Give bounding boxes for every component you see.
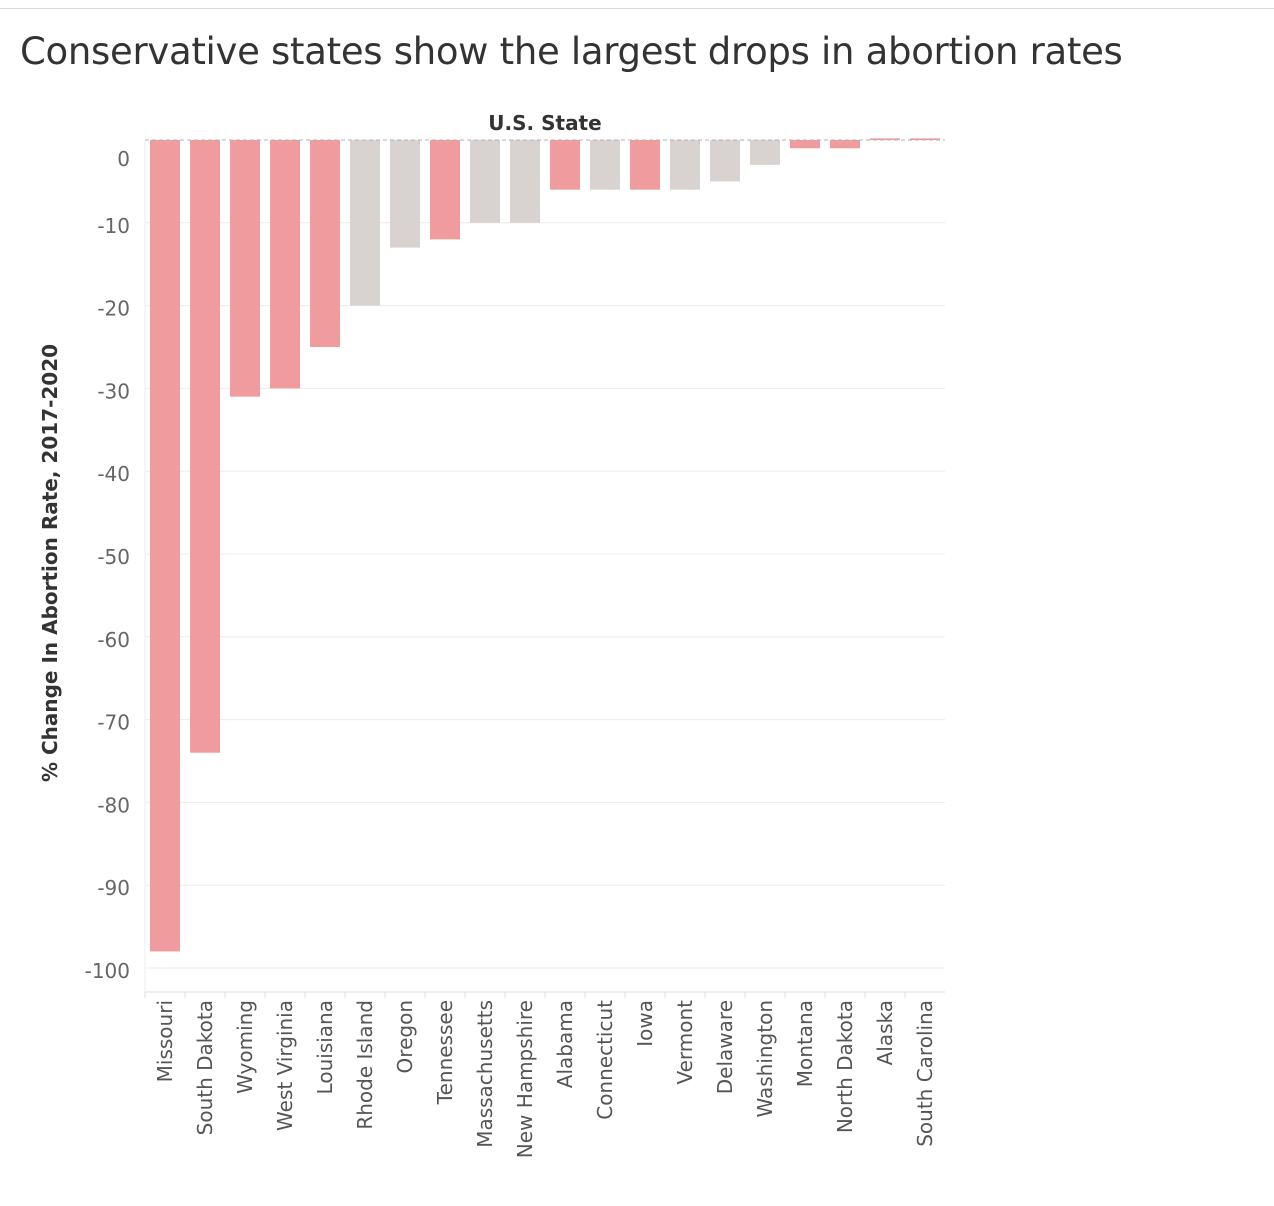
bar-delaware[interactable] — [710, 140, 740, 182]
bar-tennessee[interactable] — [430, 140, 460, 240]
x-category-label: Alaska — [873, 1000, 897, 1065]
top-divider — [0, 8, 1274, 9]
bar-montana[interactable] — [790, 140, 820, 149]
bar-north-dakota[interactable] — [830, 140, 860, 149]
x-category-label: Washington — [753, 1000, 777, 1118]
x-category-label: South Carolina — [913, 1000, 937, 1147]
chart-title: Conservative states show the largest dro… — [20, 30, 1123, 73]
x-category-label: Rhode Island — [353, 1000, 377, 1130]
bar-oregon[interactable] — [390, 140, 420, 248]
x-category-label: Connecticut — [593, 1000, 617, 1120]
bars — [145, 138, 945, 952]
y-tick-label: -90 — [97, 876, 130, 900]
y-tick-label: -50 — [97, 545, 130, 569]
y-tick-label: -100 — [85, 959, 130, 983]
x-category-label: Montana — [793, 1000, 817, 1087]
bar-south-carolina[interactable] — [910, 138, 940, 140]
bar-rhode-island[interactable] — [350, 140, 380, 306]
x-axis-title: U.S. State — [488, 111, 601, 135]
bar-vermont[interactable] — [670, 140, 700, 190]
x-category-label: Alabama — [553, 1000, 577, 1088]
y-tick-label: -70 — [97, 711, 130, 735]
y-tick-label: -60 — [97, 628, 130, 652]
bar-washington[interactable] — [750, 140, 780, 165]
y-tick-label: -80 — [97, 793, 130, 817]
bar-connecticut[interactable] — [590, 140, 620, 190]
x-axis-categories: Missouri South Dakota Wyoming West Virginia… — [144, 992, 937, 1158]
x-category-label: Iowa — [633, 1000, 657, 1047]
x-category-label: South Dakota — [193, 1000, 217, 1135]
bar-iowa[interactable] — [630, 140, 660, 190]
y-tick-label: -30 — [97, 379, 130, 403]
bar-massachusetts[interactable] — [470, 140, 500, 223]
y-axis-title: % Change In Abortion Rate, 2017-2020 — [38, 344, 62, 782]
x-category-label: Massachusetts — [473, 1000, 497, 1148]
bar-west-virginia[interactable] — [270, 140, 300, 389]
bar-wyoming[interactable] — [230, 140, 260, 397]
x-category-label: Tennessee — [433, 1000, 457, 1105]
y-tick-label: 0 — [117, 147, 130, 171]
y-tick-label: -20 — [97, 297, 130, 321]
bar-louisiana[interactable] — [310, 140, 340, 347]
y-tick-label: -40 — [97, 462, 130, 486]
bar-alaska[interactable] — [870, 138, 900, 140]
bar-new-hampshire[interactable] — [510, 140, 540, 223]
x-category-label: Vermont — [673, 1000, 697, 1085]
x-category-label: Missouri — [153, 1000, 177, 1082]
x-category-label: North Dakota — [833, 1000, 857, 1133]
bar-south-dakota[interactable] — [190, 140, 220, 753]
y-tick-label: -10 — [97, 214, 130, 238]
x-category-label: New Hampshire — [513, 1000, 537, 1158]
gridlines — [144, 140, 945, 993]
bar-missouri[interactable] — [150, 140, 180, 952]
x-category-label: Oregon — [393, 1000, 417, 1073]
x-category-label: West Virginia — [273, 1000, 297, 1131]
bar-alabama[interactable] — [550, 140, 580, 190]
x-category-label: Louisiana — [313, 1000, 337, 1094]
y-axis-ticks: 0 -10 -20 -30 -40 -50 -60 -70 -80 -90 -100 — [85, 147, 130, 983]
x-category-label: Delaware — [713, 1000, 737, 1094]
x-category-label: Wyoming — [233, 1000, 257, 1094]
